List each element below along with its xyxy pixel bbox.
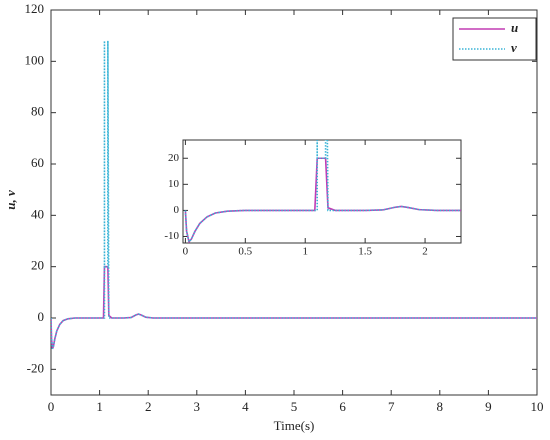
legend-label: u: [511, 20, 518, 35]
x-tick-label: 0.5: [238, 246, 252, 258]
x-tick-label: 2: [422, 246, 428, 258]
y-tick-label: 10: [168, 178, 180, 190]
x-axis-label: Time(s): [274, 418, 315, 433]
inset-frame: [182, 139, 462, 244]
x-tick-label: 0: [183, 246, 189, 258]
legend: uv: [452, 17, 537, 61]
y-tick-label: 40: [31, 206, 44, 221]
x-tick-label: 1.5: [358, 246, 372, 258]
x-tick-label: 1: [96, 399, 103, 414]
x-tick-label: 1: [302, 246, 308, 258]
x-tick-label: 5: [291, 399, 298, 414]
legend-label: v: [511, 40, 517, 55]
x-tick-label: 8: [437, 399, 444, 414]
y-tick-label: 120: [25, 1, 45, 16]
x-tick-label: 6: [339, 399, 346, 414]
y-tick-label: 60: [31, 155, 44, 170]
y-tick-label: 0: [174, 204, 180, 216]
y-tick-label: -20: [27, 360, 44, 375]
x-tick-label: 2: [145, 399, 152, 414]
legend-box: [452, 17, 537, 61]
series-line: [51, 40, 537, 350]
y-tick-label: 80: [31, 104, 44, 119]
y-tick-label: 0: [38, 309, 45, 324]
inset-plot: 0 0.5 1 1.5 2 -10 0 10 20: [164, 139, 462, 258]
y-tick-label: 20: [168, 152, 180, 164]
x-tick-label: 7: [388, 399, 395, 414]
x-tick-label: 9: [485, 399, 492, 414]
lines: [184, 140, 461, 243]
y-tick-label: 20: [31, 258, 44, 273]
y-axis-label: u, v: [3, 190, 18, 210]
x-tick-label: 10: [531, 399, 544, 414]
y-tick-label: 100: [25, 52, 45, 67]
x-tick-label: 3: [194, 399, 201, 414]
y-tick-label: -10: [164, 230, 179, 242]
x-tick-label: 4: [242, 399, 249, 414]
lines: [51, 40, 537, 350]
x-tick-label: 0: [48, 399, 55, 414]
series-line: [184, 140, 461, 243]
